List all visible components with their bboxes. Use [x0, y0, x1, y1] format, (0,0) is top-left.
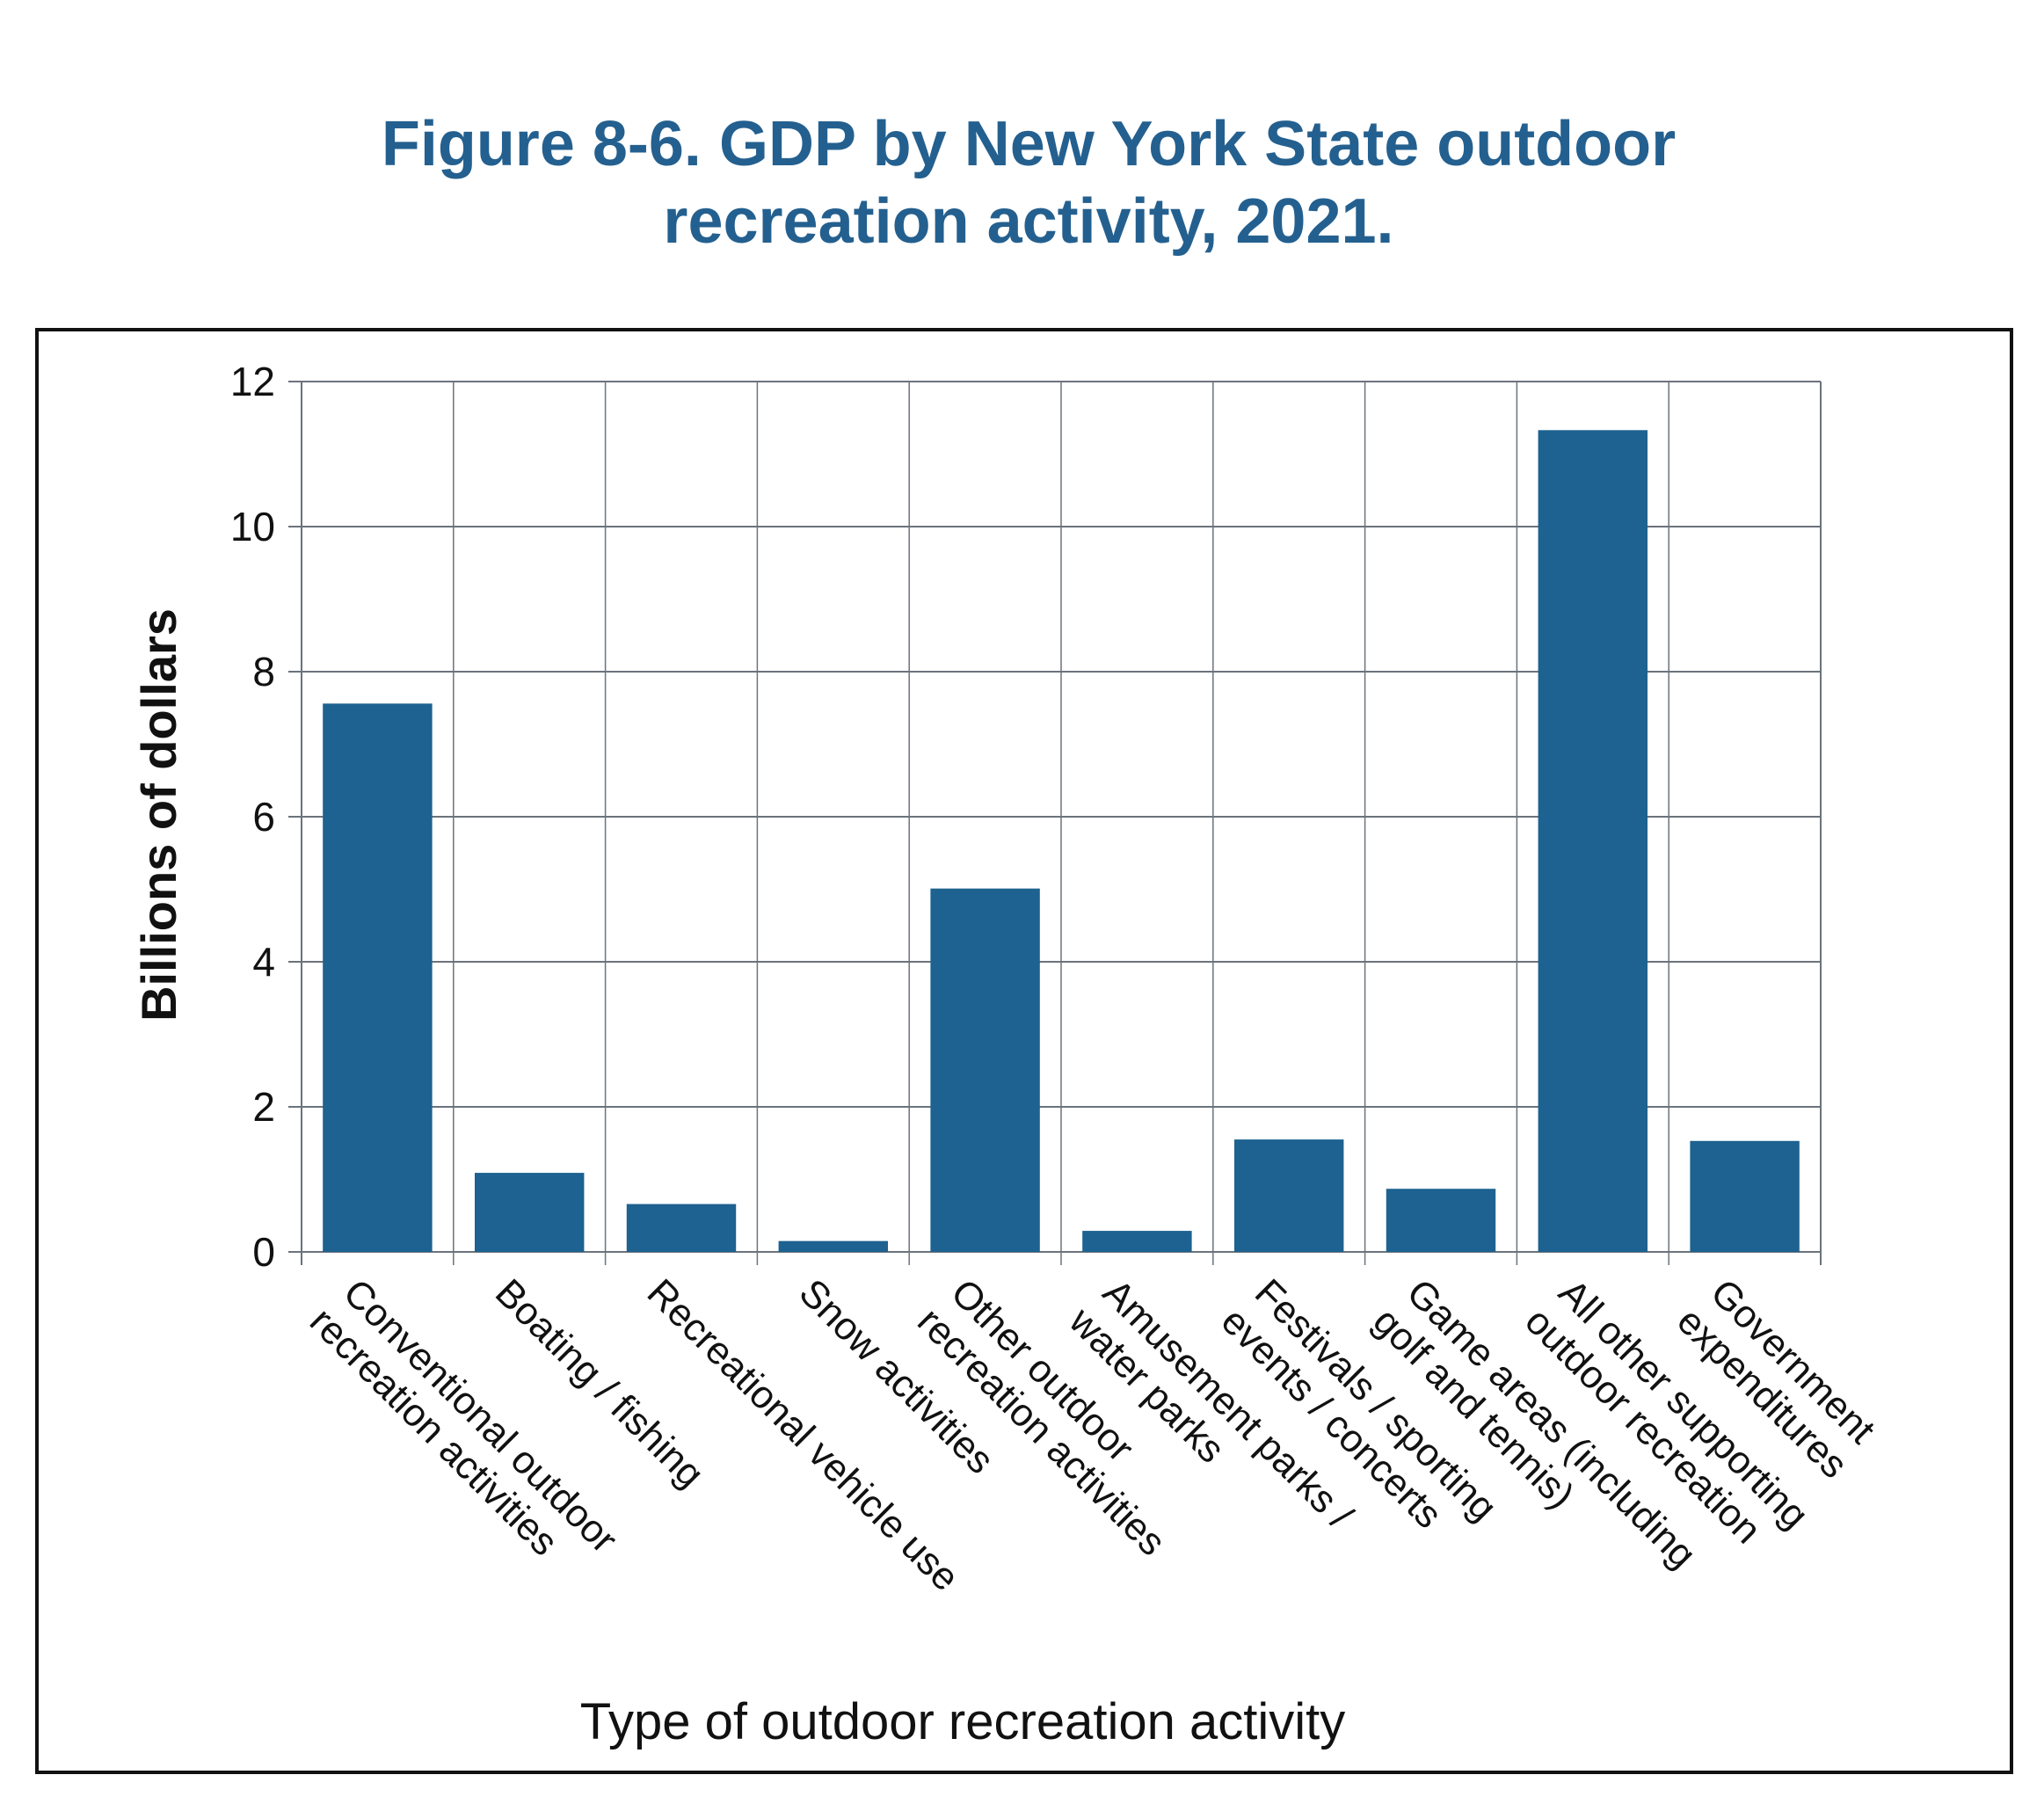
bar	[1690, 1140, 1800, 1252]
chart-title-line: recreation activity, 2021.	[663, 186, 1394, 257]
bar	[1386, 1189, 1496, 1252]
chart-frame	[35, 328, 2013, 1774]
x-tick-label-line: Conventional outdoor	[335, 1271, 625, 1561]
y-tick-label: 0	[252, 1229, 275, 1275]
y-tick-label: 8	[252, 649, 275, 695]
chart-title-line: Figure 8-6. GDP by New York State outdoo…	[381, 109, 1677, 179]
bar	[1538, 430, 1648, 1252]
bar	[626, 1204, 737, 1252]
y-tick-label: 6	[252, 794, 275, 840]
y-axis-label: Billions of dollars	[131, 608, 186, 1022]
y-tick-label: 12	[230, 359, 275, 404]
y-tick-label: 10	[230, 504, 275, 549]
bar	[323, 703, 433, 1252]
bar	[930, 888, 1040, 1252]
bar	[1082, 1231, 1192, 1252]
x-axis-label: Type of outdoor recreation activity	[580, 1693, 1345, 1750]
chart-title: Figure 8-6. GDP by New York State outdoo…	[0, 105, 2044, 260]
y-tick-label: 4	[252, 939, 275, 985]
bar	[1233, 1139, 1344, 1252]
bar	[474, 1173, 585, 1252]
bar	[778, 1240, 889, 1252]
bars	[323, 430, 1800, 1252]
y-tick-label: 2	[252, 1084, 275, 1130]
y-tick-labels: 0 2 4 6 8 10 12	[230, 359, 275, 1275]
